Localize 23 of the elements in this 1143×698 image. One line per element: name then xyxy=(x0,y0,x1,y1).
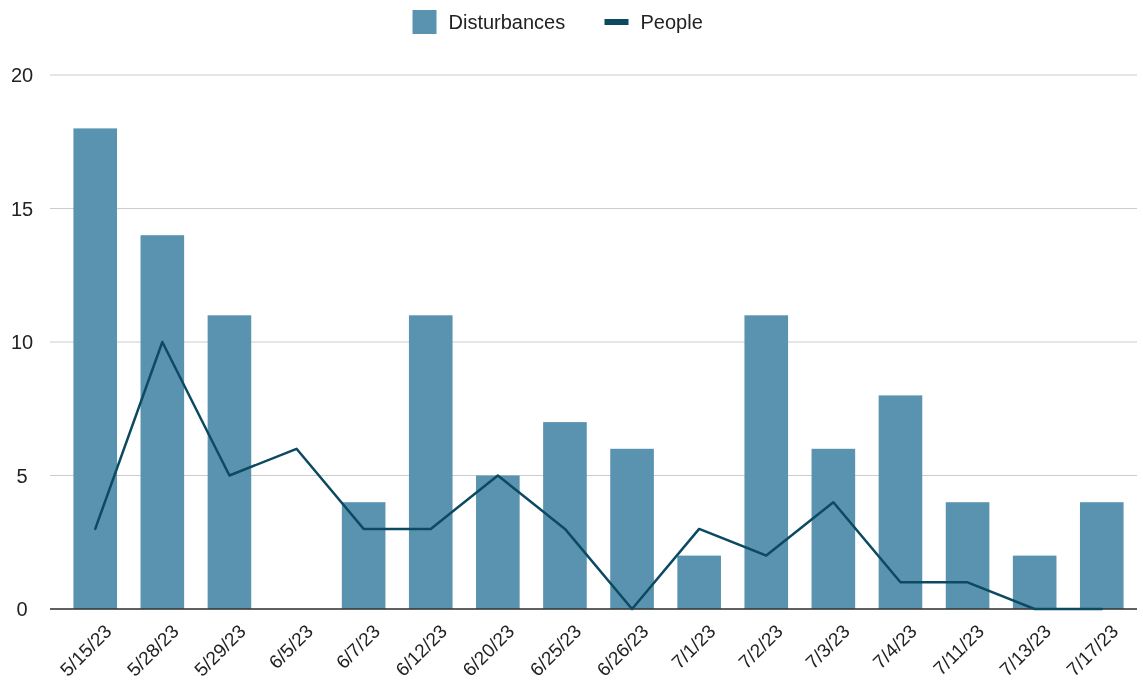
y-tick-label: 20 xyxy=(10,64,34,86)
bar xyxy=(677,555,721,609)
bar xyxy=(73,128,118,609)
bar xyxy=(945,502,990,609)
bar xyxy=(1079,502,1124,609)
bar xyxy=(408,315,453,609)
y-tick-label: 10 xyxy=(10,331,34,353)
bar xyxy=(543,422,587,609)
y-tick-label: 15 xyxy=(10,197,34,220)
line-series xyxy=(93,340,1104,611)
bar xyxy=(878,395,923,609)
bar xyxy=(610,448,654,609)
y-tick-label: 5 xyxy=(16,464,28,487)
bar xyxy=(140,235,185,609)
y-tick-label: 0 xyxy=(16,598,28,620)
bar xyxy=(744,315,789,609)
bar xyxy=(476,475,520,609)
bar xyxy=(341,502,386,609)
bar xyxy=(207,315,252,609)
legend-label: Disturbances xyxy=(448,11,566,33)
bar xyxy=(811,448,856,609)
bar xyxy=(1012,555,1057,609)
legend-label: People xyxy=(640,11,703,33)
